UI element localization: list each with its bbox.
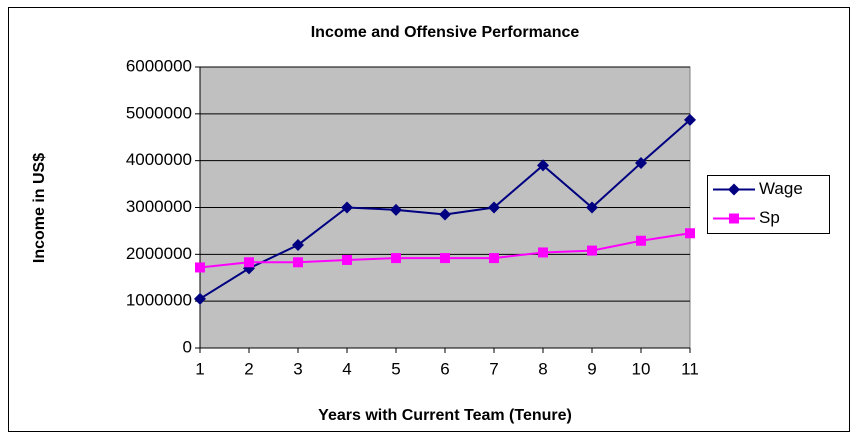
x-tick-label: 9 (587, 359, 596, 378)
y-tick-label: 5000000 (126, 103, 192, 122)
point (195, 262, 205, 273)
point (390, 203, 402, 216)
point (342, 254, 352, 265)
x-tick-label: 8 (538, 359, 547, 378)
chart-title: Income and Offensive Performance (311, 24, 580, 41)
point (194, 292, 206, 305)
y-tick-label: 2000000 (126, 244, 192, 263)
point (538, 247, 548, 258)
point (391, 253, 401, 264)
point (537, 159, 549, 172)
y-tick-label: 0 (183, 337, 192, 356)
y-axis-label: Income in US$ (31, 153, 48, 263)
y-tick-label: 6000000 (126, 56, 192, 75)
legend-marker (728, 183, 740, 196)
point (685, 228, 695, 239)
y-tick-label: 4000000 (126, 150, 192, 169)
point (439, 208, 451, 221)
x-tick-label: 6 (440, 359, 449, 378)
point (440, 253, 450, 264)
x-tick-label: 4 (342, 359, 351, 378)
x-tick-label: 2 (244, 359, 253, 378)
x-tick-label: 3 (293, 359, 302, 378)
y-tick-label: 1000000 (126, 291, 192, 310)
point (341, 201, 353, 214)
point (586, 201, 598, 214)
point (488, 201, 500, 214)
x-tick-label: 11 (681, 359, 699, 378)
point (684, 113, 696, 126)
x-axis-label: Years with Current Team (Tenure) (318, 407, 572, 424)
point (244, 257, 254, 268)
point (636, 235, 646, 246)
x-tick-label: 1 (195, 359, 204, 378)
point (587, 245, 597, 256)
point (489, 253, 499, 264)
x-tick-label: 10 (632, 359, 651, 378)
point (292, 238, 304, 251)
legend-box (707, 175, 830, 234)
x-tick-label: 5 (391, 359, 400, 378)
y-tick-label: 3000000 (126, 197, 192, 216)
point (293, 257, 303, 268)
point (635, 157, 647, 170)
legend-marker (729, 213, 739, 224)
legend-label: Sp (759, 208, 780, 227)
x-tick-label: 7 (489, 359, 498, 378)
legend-label: Wage (759, 179, 803, 198)
